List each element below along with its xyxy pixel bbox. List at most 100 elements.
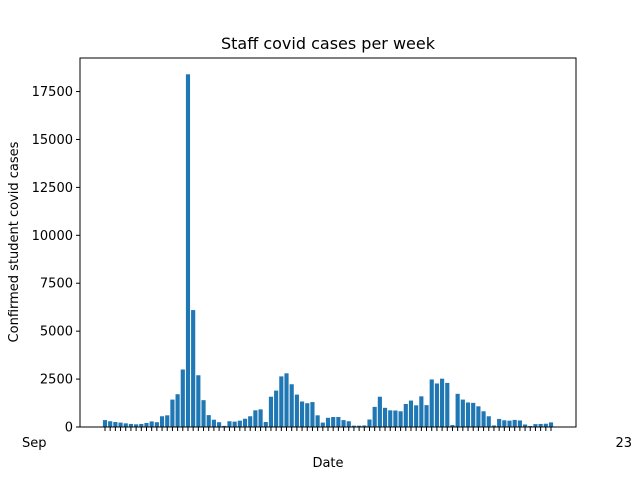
bar [274, 390, 279, 427]
y-tick-label: 2500 [40, 373, 73, 388]
bar [465, 402, 471, 427]
bar [341, 420, 346, 427]
bar [305, 403, 310, 427]
bar [429, 379, 434, 427]
bar [440, 378, 445, 427]
bar [393, 410, 398, 427]
bar [455, 393, 460, 427]
bar [507, 420, 512, 427]
y-tick-label: 0 [65, 421, 73, 436]
bar [175, 394, 180, 427]
bar [165, 415, 170, 427]
bar [481, 411, 486, 427]
bar [242, 418, 248, 427]
bar [300, 401, 305, 427]
bar [351, 425, 357, 427]
bar [523, 424, 528, 427]
x-axis-label: Date [312, 456, 343, 471]
bar [377, 396, 382, 427]
y-axis-label: Confirmed student covid cases [7, 141, 22, 342]
bar [284, 373, 289, 427]
bar [263, 422, 268, 427]
bar [232, 421, 237, 427]
bar [538, 423, 543, 427]
x-tick-label-first: Sep [22, 436, 47, 451]
bar [159, 416, 165, 427]
bar [398, 411, 403, 427]
bar [476, 406, 481, 427]
bar [149, 421, 154, 427]
bar [279, 376, 284, 427]
bar [367, 419, 372, 427]
bar [460, 399, 465, 427]
bar [419, 396, 424, 427]
bar [253, 410, 258, 427]
bar [445, 382, 450, 427]
bar [134, 424, 139, 427]
bar [102, 420, 108, 427]
y-tick-label: 15000 [32, 133, 73, 148]
bar [408, 400, 414, 427]
bar [320, 422, 325, 427]
bar [123, 423, 128, 427]
bar [139, 423, 144, 427]
bar [144, 422, 149, 427]
y-axis: 0 2500 5000 7500 10000 12500 15000 17500 [32, 85, 80, 436]
bar [382, 407, 388, 427]
bar [289, 384, 294, 427]
y-tick-label: 12500 [32, 181, 73, 196]
bar [346, 421, 351, 427]
bar [211, 419, 216, 427]
bar [108, 421, 113, 427]
x-tick-label-last: 23 [615, 436, 632, 451]
bar [222, 425, 227, 427]
bar [248, 416, 253, 427]
y-tick-label: 17500 [32, 85, 73, 100]
bar [471, 402, 476, 427]
bar [497, 418, 502, 427]
bar [548, 422, 554, 427]
bar [502, 420, 507, 427]
bar [434, 383, 439, 427]
plot-frame [79, 57, 577, 428]
bar [201, 400, 206, 427]
bar [217, 422, 222, 427]
bar [268, 396, 274, 427]
bar [258, 409, 263, 427]
bar [331, 417, 336, 427]
bar [491, 425, 497, 427]
bar [170, 399, 175, 427]
bar [486, 416, 491, 427]
bars-group [102, 74, 554, 427]
chart-title: Staff covid cases per week [221, 34, 436, 53]
y-tick-label: 10000 [32, 229, 73, 244]
x-axis: Sep 23 [22, 427, 632, 451]
bar [294, 394, 299, 427]
bar [206, 415, 211, 427]
bar [310, 402, 315, 427]
y-tick-label: 7500 [40, 277, 73, 292]
bar [315, 415, 320, 427]
bar [403, 404, 408, 427]
bar [372, 406, 377, 427]
bar [154, 422, 159, 427]
bar [113, 422, 118, 427]
bar [185, 74, 191, 427]
bar [388, 410, 393, 427]
bar [325, 417, 331, 427]
bar [533, 424, 538, 427]
bar [512, 419, 517, 427]
bar [517, 420, 522, 427]
bar [128, 423, 134, 427]
bar [336, 417, 341, 427]
bar [450, 425, 455, 427]
bar [180, 369, 185, 427]
bar [237, 420, 242, 427]
bar [362, 425, 367, 427]
bar [543, 423, 548, 427]
bar [227, 421, 232, 427]
y-tick-label: 5000 [40, 325, 73, 340]
bar [191, 310, 196, 427]
bar [424, 405, 429, 427]
